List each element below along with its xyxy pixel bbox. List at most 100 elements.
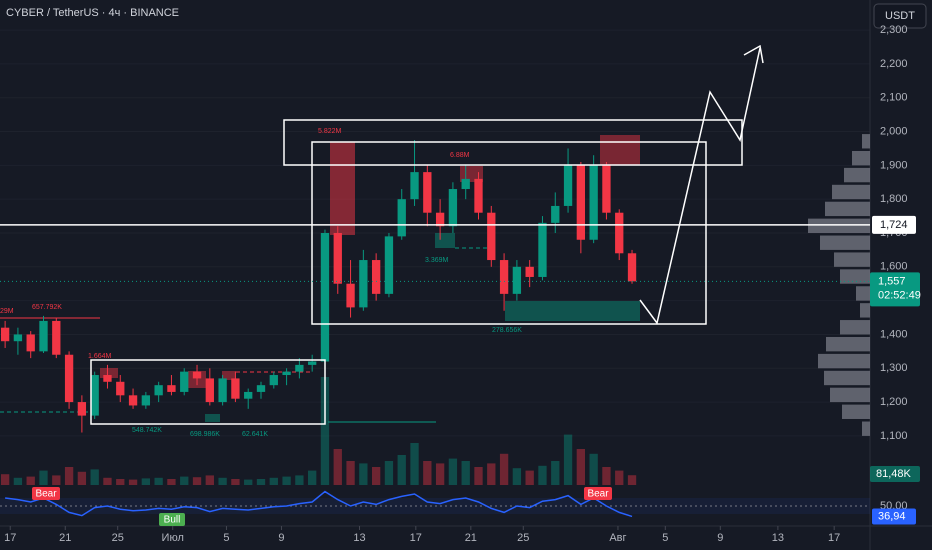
y-tick-label: 1,600 bbox=[880, 261, 908, 273]
annotation: 29M bbox=[0, 308, 14, 315]
candle-body bbox=[141, 395, 151, 406]
volume-bar bbox=[563, 434, 573, 485]
x-tick-label: 13 bbox=[353, 532, 365, 544]
candle-body bbox=[512, 266, 522, 294]
candle-body bbox=[77, 402, 87, 416]
candle-body bbox=[615, 212, 624, 254]
zone bbox=[505, 301, 640, 321]
candle-body bbox=[269, 375, 278, 386]
x-tick-label: 21 bbox=[465, 532, 477, 544]
annotation: 657.792K bbox=[32, 304, 62, 311]
volume-bar bbox=[282, 476, 291, 485]
volume-bar bbox=[435, 463, 445, 485]
volume-bar bbox=[333, 449, 342, 485]
volume-bar bbox=[295, 475, 304, 485]
arrow bbox=[639, 47, 761, 325]
box bbox=[90, 359, 326, 425]
y-tick-label: 2,000 bbox=[880, 125, 908, 137]
volume-bar bbox=[77, 471, 87, 485]
profile-bar bbox=[840, 269, 870, 284]
x-tick-label: Авг bbox=[609, 532, 626, 544]
candle-body bbox=[231, 378, 240, 399]
candle-body bbox=[371, 260, 381, 294]
volume-bar bbox=[384, 461, 394, 485]
x-tick-label: 9 bbox=[717, 532, 723, 544]
zone bbox=[330, 142, 355, 235]
signal-tag bbox=[32, 487, 60, 500]
volume-bar bbox=[448, 458, 458, 485]
annotation: 278.656K bbox=[492, 327, 522, 334]
volume-profile bbox=[808, 134, 870, 436]
zone bbox=[600, 135, 640, 165]
volume-bar bbox=[576, 449, 586, 485]
volume-bar bbox=[615, 470, 624, 485]
currency-button[interactable] bbox=[873, 3, 927, 29]
candle-body bbox=[410, 172, 419, 200]
signal-label: Bear bbox=[587, 489, 609, 500]
profile-bar bbox=[862, 134, 870, 149]
volume-bar bbox=[26, 476, 35, 485]
candle-body bbox=[90, 375, 99, 416]
x-tick-label: 17 bbox=[4, 532, 16, 544]
y-tick-label: 1,300 bbox=[880, 362, 908, 374]
annotation: 698.986K bbox=[190, 431, 220, 438]
volume-bar bbox=[154, 477, 163, 485]
candle-body bbox=[397, 199, 406, 237]
candle-body bbox=[26, 334, 35, 352]
candle-body bbox=[384, 236, 394, 294]
zone bbox=[100, 368, 118, 378]
profile-bar bbox=[834, 252, 870, 267]
candle-body bbox=[167, 385, 176, 392]
profile-bar bbox=[860, 303, 870, 318]
zone bbox=[435, 233, 455, 248]
profile-bar bbox=[820, 235, 870, 250]
candle-body bbox=[154, 385, 163, 396]
candle-body bbox=[423, 172, 432, 213]
chart-title: CYBER / TetherUS · 4ч · BINANCE bbox=[6, 7, 179, 19]
profile-bar bbox=[830, 387, 870, 403]
profile-bar bbox=[808, 218, 870, 233]
profile-bar bbox=[840, 320, 870, 335]
candle-body bbox=[205, 378, 214, 403]
volume-bar bbox=[602, 467, 611, 485]
x-tick-label: Июл bbox=[162, 532, 184, 544]
y-tick-label: 1,200 bbox=[880, 396, 908, 408]
annotation: 1.664M bbox=[88, 353, 112, 360]
x-tick-label: 25 bbox=[112, 532, 124, 544]
level-tag bbox=[872, 215, 916, 234]
level-label: 1,724 bbox=[880, 219, 908, 231]
volume-bar bbox=[192, 477, 202, 485]
candle-body bbox=[602, 165, 611, 213]
profile-bar bbox=[818, 353, 870, 369]
y-tick-label: 2,100 bbox=[880, 92, 908, 104]
profile-bar bbox=[832, 184, 870, 200]
annotation: 548.742K bbox=[132, 427, 162, 434]
profile-bar bbox=[856, 286, 870, 301]
candle-body bbox=[128, 395, 138, 406]
arrow-head bbox=[743, 44, 764, 64]
candle-body bbox=[295, 364, 304, 372]
candle-body bbox=[39, 320, 48, 352]
y-tick-label: 2,200 bbox=[880, 58, 908, 70]
currency[interactable]: USDT bbox=[885, 10, 915, 22]
volume-bar bbox=[397, 455, 406, 485]
volume-bar bbox=[551, 461, 560, 485]
candle-body bbox=[13, 334, 23, 342]
candle-body bbox=[499, 260, 509, 294]
volume-tag bbox=[870, 466, 920, 482]
volume-label: 81,48K bbox=[876, 468, 912, 480]
annotation: 3.369M bbox=[425, 257, 449, 264]
candle-body bbox=[116, 381, 125, 396]
signal-tag bbox=[584, 487, 612, 500]
candle-body bbox=[525, 266, 534, 277]
volume-bar bbox=[103, 477, 112, 485]
volume-bar bbox=[64, 467, 74, 485]
candle-body bbox=[563, 165, 573, 206]
rsi-line bbox=[5, 490, 633, 518]
volume-bar bbox=[256, 479, 266, 485]
last-price-label: 1,557 bbox=[878, 275, 906, 287]
volume-bar bbox=[180, 476, 189, 485]
volume-bar bbox=[320, 377, 330, 485]
annotation: 62.641K bbox=[242, 431, 268, 438]
